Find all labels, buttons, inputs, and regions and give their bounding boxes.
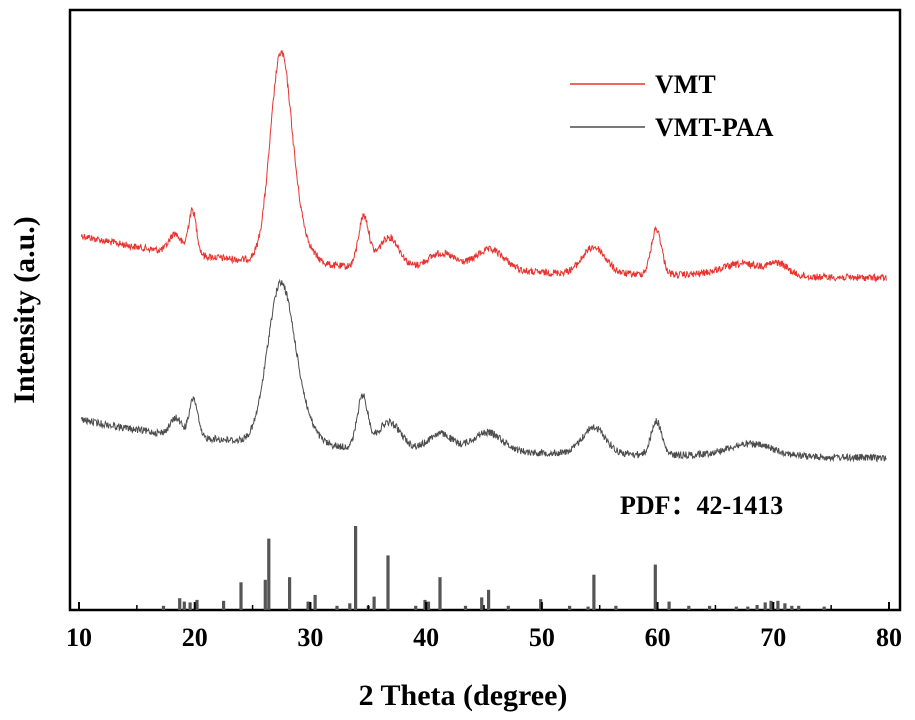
legend: VMT VMT-PAA <box>570 70 774 142</box>
x-tick-label-80: 80 <box>876 623 902 652</box>
reference-line-42 <box>790 605 794 610</box>
reference-line-23 <box>480 597 484 610</box>
reference-line-38 <box>763 602 767 610</box>
reference-line-39 <box>769 600 773 610</box>
reference-line-9 <box>288 577 292 610</box>
reference-line-0 <box>161 605 166 610</box>
reference-line-41 <box>783 603 787 610</box>
x-tick-label-40: 40 <box>413 623 439 652</box>
reference-line-12 <box>335 605 339 610</box>
reference-line-27 <box>568 605 572 610</box>
reference-line-18 <box>414 605 418 610</box>
x-tick-label-70: 70 <box>760 623 786 652</box>
x-tick-label-10: 10 <box>66 623 92 652</box>
reference-line-6 <box>239 582 243 610</box>
reference-line-5 <box>222 600 226 610</box>
reference-line-10 <box>306 601 310 610</box>
reference-line-36 <box>746 606 750 610</box>
reference-line-7 <box>263 579 267 610</box>
reference-line-16 <box>372 596 376 610</box>
reference-pattern <box>161 526 826 610</box>
x-axis-ticks: 10 20 30 40 50 60 70 80 <box>66 602 902 652</box>
reference-line-26 <box>539 599 543 610</box>
series-line-vmt-paa <box>80 278 887 463</box>
x-tick-label-50: 50 <box>529 623 555 652</box>
reference-line-28 <box>592 574 596 610</box>
reference-line-25 <box>506 605 510 610</box>
reference-line-3 <box>188 602 192 610</box>
reference-line-33 <box>687 605 691 610</box>
reference-line-20 <box>426 601 431 610</box>
reference-label: PDF：42-1413 <box>620 491 783 520</box>
reference-line-8 <box>267 538 271 610</box>
reference-line-13 <box>348 603 352 610</box>
reference-line-32 <box>667 601 671 610</box>
reference-line-11 <box>313 594 317 610</box>
reference-line-30 <box>614 605 618 610</box>
reference-line-14 <box>354 526 358 610</box>
reference-line-40 <box>776 600 780 610</box>
reference-line-31 <box>653 564 657 610</box>
legend-label-vmt-paa: VMT-PAA <box>655 113 774 142</box>
plot-frame <box>68 8 902 612</box>
x-tick-label-20: 20 <box>182 623 208 652</box>
reference-line-37 <box>755 605 759 610</box>
reference-line-4 <box>195 599 199 610</box>
reference-line-19 <box>423 599 427 610</box>
reference-line-24 <box>487 589 491 610</box>
series-layer <box>80 49 887 463</box>
y-axis-label: Intensity (a.u.) <box>8 216 41 404</box>
reference-line-44 <box>822 606 826 610</box>
reference-line-43 <box>797 605 801 610</box>
reference-line-2 <box>182 601 186 610</box>
reference-line-29 <box>586 606 590 610</box>
x-axis-label: 2 Theta (degree) <box>359 679 568 712</box>
reference-line-34 <box>708 605 712 610</box>
reference-line-17 <box>386 555 390 610</box>
reference-line-1 <box>178 598 182 610</box>
reference-line-35 <box>734 606 738 610</box>
legend-label-vmt: VMT <box>655 70 716 99</box>
reference-line-22 <box>463 605 468 610</box>
series-line-vmt <box>80 49 887 283</box>
x-tick-label-60: 60 <box>645 623 671 652</box>
x-tick-label-30: 30 <box>297 623 323 652</box>
reference-line-21 <box>438 577 442 610</box>
